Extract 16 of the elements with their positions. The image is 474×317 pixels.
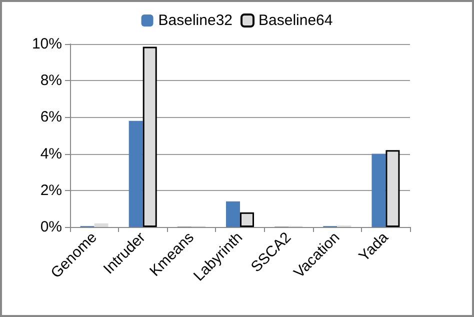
bar <box>142 46 157 227</box>
legend-label: Baseline32 <box>158 12 233 29</box>
y-tick-label: 4% <box>40 145 62 162</box>
bar <box>94 223 108 227</box>
y-tick-label: 2% <box>40 182 62 199</box>
bar <box>128 120 143 227</box>
legend-label: Baseline64 <box>258 12 333 29</box>
bar <box>226 201 240 227</box>
y-tick-label: 0% <box>40 218 62 236</box>
x-tick-label: Yada <box>356 228 392 265</box>
bar <box>372 154 386 227</box>
bar <box>386 150 400 227</box>
y-tick-label: 8% <box>40 72 62 90</box>
y-tick-label: 10% <box>32 36 62 52</box>
bar <box>240 212 254 227</box>
y-tick-label: 6% <box>40 108 62 126</box>
